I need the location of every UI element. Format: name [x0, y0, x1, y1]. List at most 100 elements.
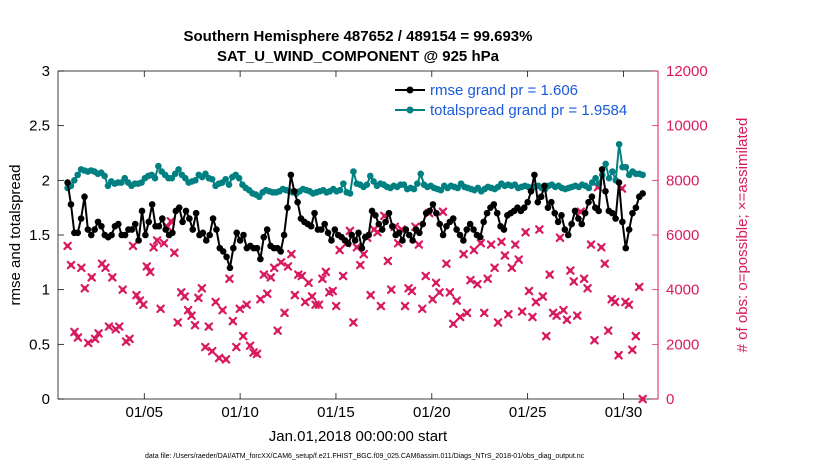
obs-assimilated-dot [351, 320, 356, 325]
obs-assimilated-dot [151, 245, 156, 250]
rmse-point [378, 226, 386, 233]
obs-assimilated-dot [261, 272, 267, 277]
totalspread-point [363, 181, 371, 189]
obs-assimilated-dot [230, 318, 236, 324]
y-left-tick-label: 2.5 [29, 118, 50, 135]
obs-assimilated-dot [106, 324, 112, 329]
rmse-point [64, 179, 71, 186]
obs-assimilated-dot [478, 241, 484, 246]
rmse-point [615, 179, 623, 186]
y-right-tick-label: 6000 [666, 227, 699, 244]
rmse-point [426, 207, 433, 215]
obs-assimilated-dot [285, 264, 291, 269]
rmse-point [284, 204, 291, 211]
rmse-point [87, 231, 95, 239]
obs-assimilated-dot [189, 313, 194, 318]
rmse-point [145, 218, 153, 226]
rmse-point [571, 207, 579, 215]
rmse-point [541, 182, 548, 190]
obs-assimilated-dot [241, 333, 246, 339]
rmse-point [328, 237, 335, 244]
obs-assimilated-dot [402, 303, 408, 309]
obs-assimilated-dot [385, 258, 391, 264]
obs-assimilated-dot [557, 235, 563, 240]
rmse-point [223, 253, 230, 261]
rmse-point [632, 204, 640, 211]
rmse-point [148, 201, 156, 208]
rmse-point [162, 226, 169, 233]
rmse-point [619, 218, 626, 226]
rmse-point [67, 201, 75, 208]
rmse-point [622, 244, 630, 252]
obs-assimilated-dot [606, 328, 611, 333]
obs-assimilated-dot [103, 265, 108, 270]
rmse-point [294, 198, 301, 206]
y-left-tick-label: 0 [42, 391, 50, 408]
obs-assimilated-dot [216, 355, 222, 361]
obs-assimilated-dot [437, 290, 442, 295]
obs-assimilated-dot [110, 275, 115, 280]
obs-assimilated-dot [530, 314, 535, 320]
rmse-point [612, 215, 619, 222]
rmse-point [476, 233, 484, 241]
rmse-point [324, 229, 332, 237]
rmse-point [91, 226, 98, 233]
axis-ticks: 01/05 01/10 01/15 01/20 01/25 01/30 0 0.5 1 1.5 2 2… [29, 63, 708, 421]
obs-assimilated-dot [168, 219, 174, 224]
obs-assimilated-dot [389, 287, 394, 292]
obs-assimilated-dot [134, 292, 139, 298]
obs-assimilated-dot [79, 265, 84, 270]
obs-assimilated-dot [340, 273, 346, 279]
rmse-point [257, 255, 264, 263]
obs-assimilated-dot [278, 260, 284, 265]
obs-assimilated-dot [513, 242, 518, 247]
rmse-point [463, 226, 471, 233]
obs-assimilated-dot [575, 313, 580, 318]
obs-assimilated-dot [227, 276, 232, 281]
totalspread-point [366, 172, 374, 180]
totalspread-point [225, 181, 233, 189]
obs-assimilated-dot [375, 230, 380, 235]
obs-assimilated-dot [161, 241, 167, 246]
obs-assimilated-dot [368, 292, 373, 298]
rmse-point [608, 209, 616, 217]
rmse-point [311, 209, 318, 217]
rmse-point [135, 237, 142, 244]
rmse-point [317, 226, 325, 233]
y-left-tick-label: 2 [42, 172, 50, 189]
obs-assimilated-dot [82, 286, 88, 291]
rmse-point [419, 220, 427, 228]
rmse-point [409, 237, 416, 244]
rmse-point [192, 209, 200, 217]
x-tick-label: 01/15 [317, 404, 355, 421]
rmse-point [202, 237, 210, 244]
obs-assimilated-dot [196, 295, 201, 301]
rmse-point [629, 209, 636, 217]
rmse-point [253, 244, 261, 252]
totalspread-point [175, 166, 182, 173]
obs-assimilated-dot [471, 247, 477, 253]
rmse-point [182, 207, 190, 215]
legend-spread-marker [406, 106, 414, 114]
obs-assimilated-dot [468, 277, 473, 283]
legend: rmse grand pr = 1.606 totalspread grand … [392, 78, 648, 120]
obs-assimilated-dot [199, 286, 205, 291]
obs-assimilated-dot [461, 251, 466, 257]
obs-assimilated-dot [89, 275, 94, 280]
obs-assimilated-dot [382, 213, 387, 219]
rmse-point [405, 231, 413, 239]
rmse-point [588, 193, 596, 201]
rmse-point [558, 212, 565, 219]
rmse-point [395, 229, 403, 237]
obs-assimilated-dot [92, 336, 98, 342]
obs-assimilated-dot [540, 294, 546, 299]
totalspread-point [350, 168, 357, 175]
rmse-point [226, 264, 234, 272]
rmse-point [186, 215, 193, 222]
obs-assimilated-dot [237, 306, 242, 311]
series-layer [63, 140, 647, 404]
obs-assimilated-dot [506, 312, 511, 317]
totalspread-point [585, 184, 593, 192]
rmse-point [520, 204, 528, 211]
rmse-point [155, 222, 163, 230]
